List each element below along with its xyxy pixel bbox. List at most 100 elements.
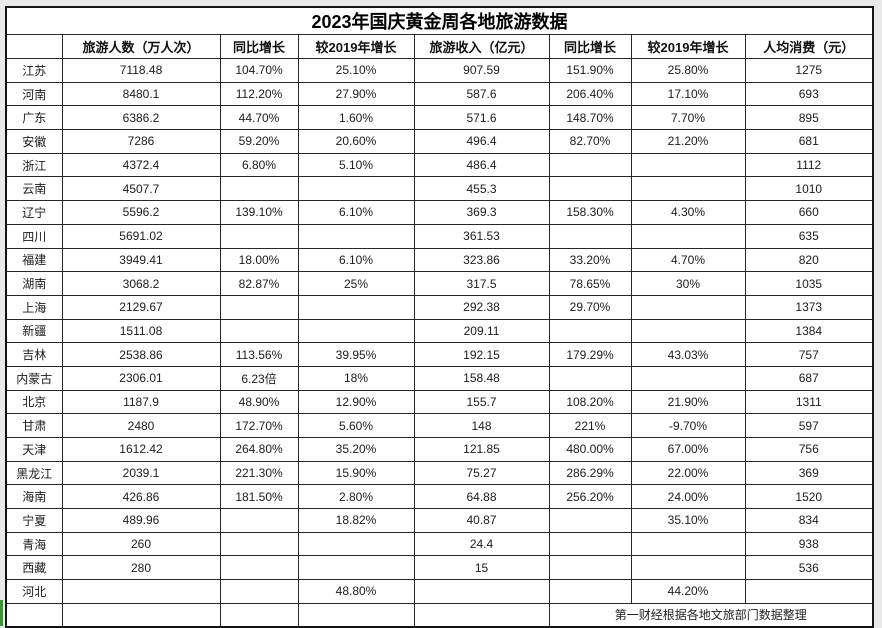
data-cell[interactable]: 660 bbox=[744, 200, 874, 225]
data-cell[interactable]: 44.20% bbox=[630, 579, 746, 604]
province-cell[interactable]: 宁夏 bbox=[5, 508, 63, 533]
data-cell[interactable] bbox=[630, 531, 746, 557]
data-cell[interactable]: 12.90% bbox=[297, 389, 415, 415]
data-cell[interactable]: 1275 bbox=[744, 58, 874, 83]
data-cell[interactable]: 1373 bbox=[744, 294, 874, 320]
data-cell[interactable]: 104.70% bbox=[219, 58, 299, 83]
data-cell[interactable]: 22.00% bbox=[630, 460, 746, 486]
province-cell[interactable]: 湖南 bbox=[5, 271, 63, 296]
data-cell[interactable] bbox=[630, 152, 746, 178]
data-cell[interactable] bbox=[548, 152, 632, 178]
empty-cell[interactable] bbox=[297, 602, 415, 628]
data-cell[interactable] bbox=[630, 555, 746, 581]
data-cell[interactable]: 20.60% bbox=[297, 129, 415, 154]
data-cell[interactable]: 2306.01 bbox=[61, 365, 221, 391]
data-cell[interactable] bbox=[630, 294, 746, 320]
column-header-revenue[interactable]: 旅游收入（亿元） bbox=[413, 34, 550, 59]
data-cell[interactable]: 139.10% bbox=[219, 200, 299, 225]
province-cell[interactable]: 河南 bbox=[5, 81, 63, 107]
data-cell[interactable]: 192.15 bbox=[413, 342, 550, 367]
column-header-visitors-yoy[interactable]: 同比增长 bbox=[219, 34, 299, 59]
data-cell[interactable]: 907.59 bbox=[413, 58, 550, 83]
data-cell[interactable]: 35.20% bbox=[297, 437, 415, 462]
data-cell[interactable]: 834 bbox=[744, 508, 874, 533]
data-cell[interactable]: -9.70% bbox=[630, 413, 746, 438]
data-cell[interactable]: 597 bbox=[744, 413, 874, 438]
province-cell[interactable]: 福建 bbox=[5, 247, 63, 273]
data-cell[interactable]: 3068.2 bbox=[61, 271, 221, 296]
data-cell[interactable]: 3949.41 bbox=[61, 247, 221, 273]
data-cell[interactable]: 1035 bbox=[744, 271, 874, 296]
data-cell[interactable]: 33.20% bbox=[548, 247, 632, 273]
data-cell[interactable] bbox=[548, 176, 632, 202]
data-cell[interactable]: 6.80% bbox=[219, 152, 299, 178]
data-cell[interactable]: 635 bbox=[744, 223, 874, 249]
data-cell[interactable]: 179.29% bbox=[548, 342, 632, 367]
data-cell[interactable]: 29.70% bbox=[548, 294, 632, 320]
data-cell[interactable]: 756 bbox=[744, 437, 874, 462]
data-cell[interactable]: 7286 bbox=[61, 129, 221, 154]
data-cell[interactable]: 489.96 bbox=[61, 508, 221, 533]
data-cell[interactable]: 48.80% bbox=[297, 579, 415, 604]
province-cell[interactable]: 上海 bbox=[5, 294, 63, 320]
data-cell[interactable]: 6.23倍 bbox=[219, 365, 299, 391]
data-cell[interactable]: 155.7 bbox=[413, 389, 550, 415]
province-cell[interactable]: 天津 bbox=[5, 437, 63, 462]
data-cell[interactable]: 1311 bbox=[744, 389, 874, 415]
province-cell[interactable]: 云南 bbox=[5, 176, 63, 202]
table-title[interactable]: 2023年国庆黄金周各地旅游数据 bbox=[5, 6, 874, 35]
province-cell[interactable]: 甘肃 bbox=[5, 413, 63, 438]
data-cell[interactable] bbox=[219, 294, 299, 320]
data-cell[interactable]: 260 bbox=[61, 531, 221, 557]
data-cell[interactable]: 25% bbox=[297, 271, 415, 296]
data-cell[interactable]: 108.20% bbox=[548, 389, 632, 415]
data-cell[interactable] bbox=[219, 223, 299, 249]
data-cell[interactable]: 5596.2 bbox=[61, 200, 221, 225]
data-cell[interactable]: 40.87 bbox=[413, 508, 550, 533]
data-cell[interactable]: 181.50% bbox=[219, 484, 299, 510]
data-cell[interactable]: 30% bbox=[630, 271, 746, 296]
province-cell[interactable]: 海南 bbox=[5, 484, 63, 510]
data-cell[interactable]: 536 bbox=[744, 555, 874, 581]
data-cell[interactable]: 121.85 bbox=[413, 437, 550, 462]
province-cell[interactable]: 安徽 bbox=[5, 129, 63, 154]
empty-cell[interactable] bbox=[61, 602, 221, 628]
data-cell[interactable]: 820 bbox=[744, 247, 874, 273]
data-cell[interactable]: 43.03% bbox=[630, 342, 746, 367]
data-cell[interactable]: 693 bbox=[744, 81, 874, 107]
province-cell[interactable]: 黑龙江 bbox=[5, 460, 63, 486]
data-cell[interactable]: 361.53 bbox=[413, 223, 550, 249]
data-cell[interactable]: 158.48 bbox=[413, 365, 550, 391]
data-cell[interactable]: 895 bbox=[744, 105, 874, 131]
data-cell[interactable]: 21.90% bbox=[630, 389, 746, 415]
data-cell[interactable]: 6.10% bbox=[297, 200, 415, 225]
data-cell[interactable]: 113.56% bbox=[219, 342, 299, 367]
data-cell[interactable]: 15.90% bbox=[297, 460, 415, 486]
province-cell[interactable]: 浙江 bbox=[5, 152, 63, 178]
data-cell[interactable] bbox=[297, 555, 415, 581]
data-cell[interactable] bbox=[297, 176, 415, 202]
data-cell[interactable] bbox=[548, 365, 632, 391]
data-cell[interactable]: 7118.48 bbox=[61, 58, 221, 83]
data-cell[interactable] bbox=[548, 508, 632, 533]
data-cell[interactable] bbox=[548, 318, 632, 344]
column-header-revenue-yoy[interactable]: 同比增长 bbox=[548, 34, 632, 59]
data-cell[interactable]: 39.95% bbox=[297, 342, 415, 367]
province-cell[interactable]: 四川 bbox=[5, 223, 63, 249]
data-cell[interactable] bbox=[219, 555, 299, 581]
data-cell[interactable]: 35.10% bbox=[630, 508, 746, 533]
data-cell[interactable] bbox=[297, 531, 415, 557]
province-cell[interactable]: 吉林 bbox=[5, 342, 63, 367]
data-cell[interactable]: 8480.1 bbox=[61, 81, 221, 107]
empty-cell[interactable] bbox=[219, 602, 299, 628]
province-cell[interactable]: 西藏 bbox=[5, 555, 63, 581]
data-cell[interactable]: 148 bbox=[413, 413, 550, 438]
data-cell[interactable]: 6.10% bbox=[297, 247, 415, 273]
data-cell[interactable]: 587.6 bbox=[413, 81, 550, 107]
data-cell[interactable] bbox=[413, 579, 550, 604]
data-cell[interactable]: 1112 bbox=[744, 152, 874, 178]
data-cell[interactable]: 82.70% bbox=[548, 129, 632, 154]
data-cell[interactable]: 112.20% bbox=[219, 81, 299, 107]
data-cell[interactable]: 221.30% bbox=[219, 460, 299, 486]
data-cell[interactable]: 24.4 bbox=[413, 531, 550, 557]
